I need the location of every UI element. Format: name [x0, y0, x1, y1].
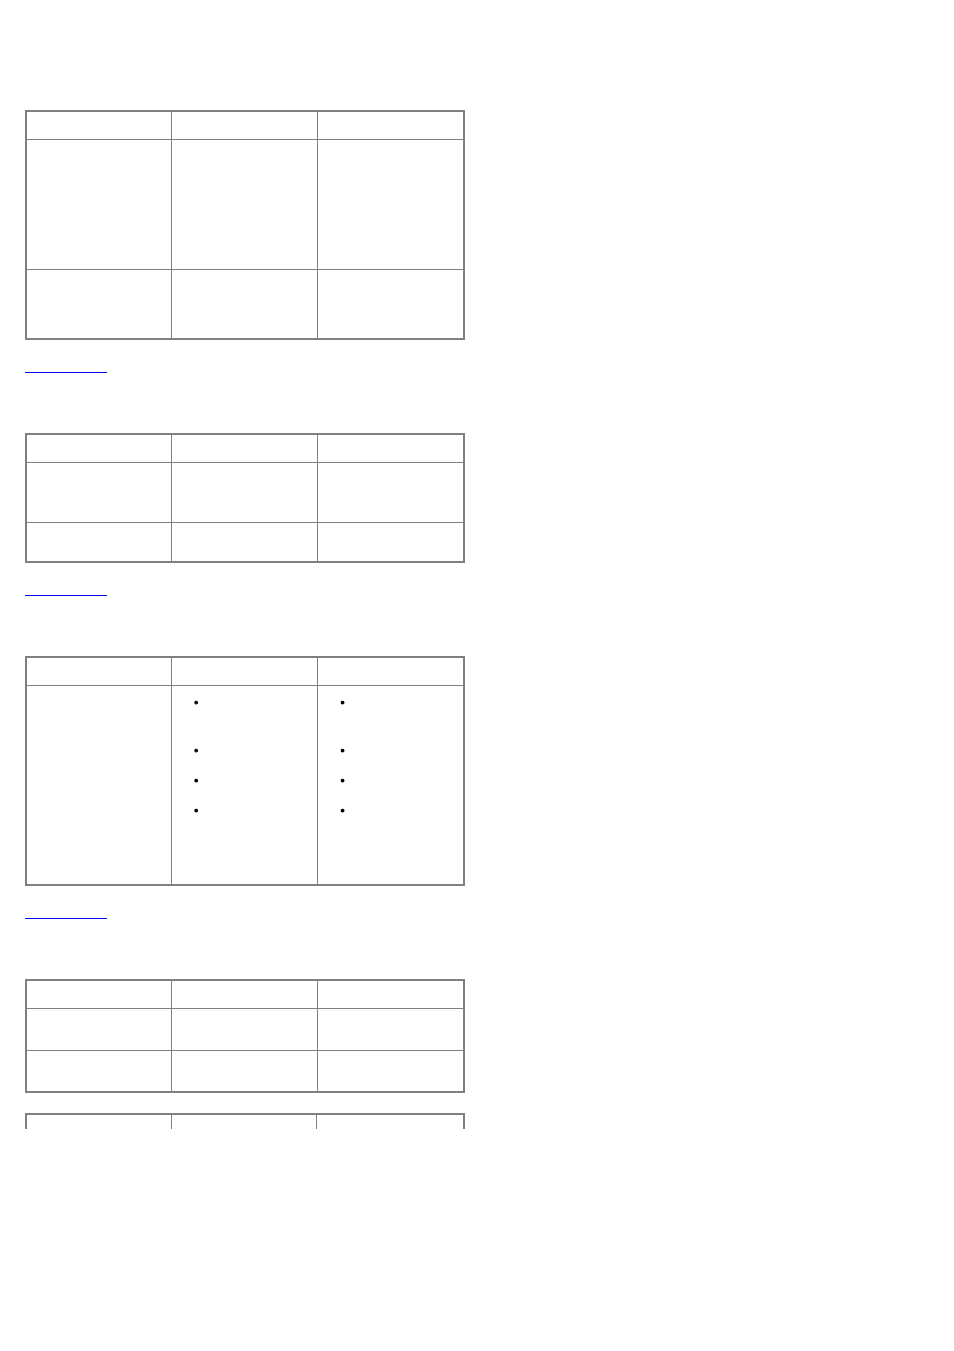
bullet-item: [354, 742, 455, 772]
table-2: [25, 433, 465, 563]
table-block-3: [25, 656, 929, 886]
table-cell: [26, 462, 171, 522]
table-cell: [26, 685, 171, 885]
link-3[interactable]: [25, 907, 107, 919]
table-cell: [171, 1050, 317, 1092]
table-5-partial: [25, 1113, 465, 1129]
table-2-header-2: [171, 434, 317, 462]
table-cell: [318, 1050, 464, 1092]
table-cell: [318, 522, 464, 562]
table-cell: [26, 269, 171, 339]
table-row: [26, 1050, 464, 1092]
table-3-header-3: [318, 657, 464, 685]
link-row-3: [25, 906, 929, 924]
table-row: [26, 139, 464, 269]
table-cell: [26, 139, 171, 269]
table-row: [26, 1008, 464, 1050]
table-cell: [171, 139, 317, 269]
bullet-item: [208, 802, 309, 832]
table-cell: [318, 1008, 464, 1050]
bullet-item: [208, 742, 309, 772]
table-block-1: [25, 110, 929, 340]
table-1-header-2: [171, 111, 317, 139]
bullet-list: [326, 694, 455, 832]
table-1-header-row: [26, 111, 464, 139]
table-cell: [318, 139, 464, 269]
table-4: [25, 979, 465, 1093]
table-block-4: [25, 979, 929, 1093]
table-1: [25, 110, 465, 340]
table-4-header-3: [318, 980, 464, 1008]
table-row: [26, 269, 464, 339]
table-cell: [318, 269, 464, 339]
table-1-header-3: [318, 111, 464, 139]
table-1-header-1: [26, 111, 171, 139]
table-cell: [26, 522, 171, 562]
table-block-2: [25, 433, 929, 563]
table-cell: [318, 462, 464, 522]
table-cell-bullets: [318, 685, 464, 885]
table-4-header-row: [26, 980, 464, 1008]
bullet-item: [208, 772, 309, 802]
bullet-item: [354, 694, 455, 742]
table-cell: [171, 1008, 317, 1050]
link-row-2: [25, 583, 929, 601]
table-3-header-row: [26, 657, 464, 685]
table-cell: [171, 462, 317, 522]
table-row: [26, 685, 464, 885]
partial-cell: [172, 1115, 318, 1129]
link-1[interactable]: [25, 361, 107, 373]
bullet-item: [354, 772, 455, 802]
table-3-header-2: [171, 657, 317, 685]
bullet-list: [180, 694, 309, 832]
table-row: [26, 462, 464, 522]
table-4-header-1: [26, 980, 171, 1008]
bullet-item: [354, 802, 455, 832]
link-row-1: [25, 360, 929, 378]
table-row: [26, 522, 464, 562]
partial-cell: [317, 1115, 463, 1129]
table-cell-bullets: [171, 685, 317, 885]
table-cell: [171, 522, 317, 562]
link-2[interactable]: [25, 584, 107, 596]
table-2-header-row: [26, 434, 464, 462]
table-cell: [171, 269, 317, 339]
table-4-header-2: [171, 980, 317, 1008]
table-2-header-1: [26, 434, 171, 462]
table-2-header-3: [318, 434, 464, 462]
table-3: [25, 656, 465, 886]
bullet-item: [208, 694, 309, 742]
partial-cell: [27, 1115, 172, 1129]
table-cell: [26, 1008, 171, 1050]
table-3-header-1: [26, 657, 171, 685]
table-cell: [26, 1050, 171, 1092]
